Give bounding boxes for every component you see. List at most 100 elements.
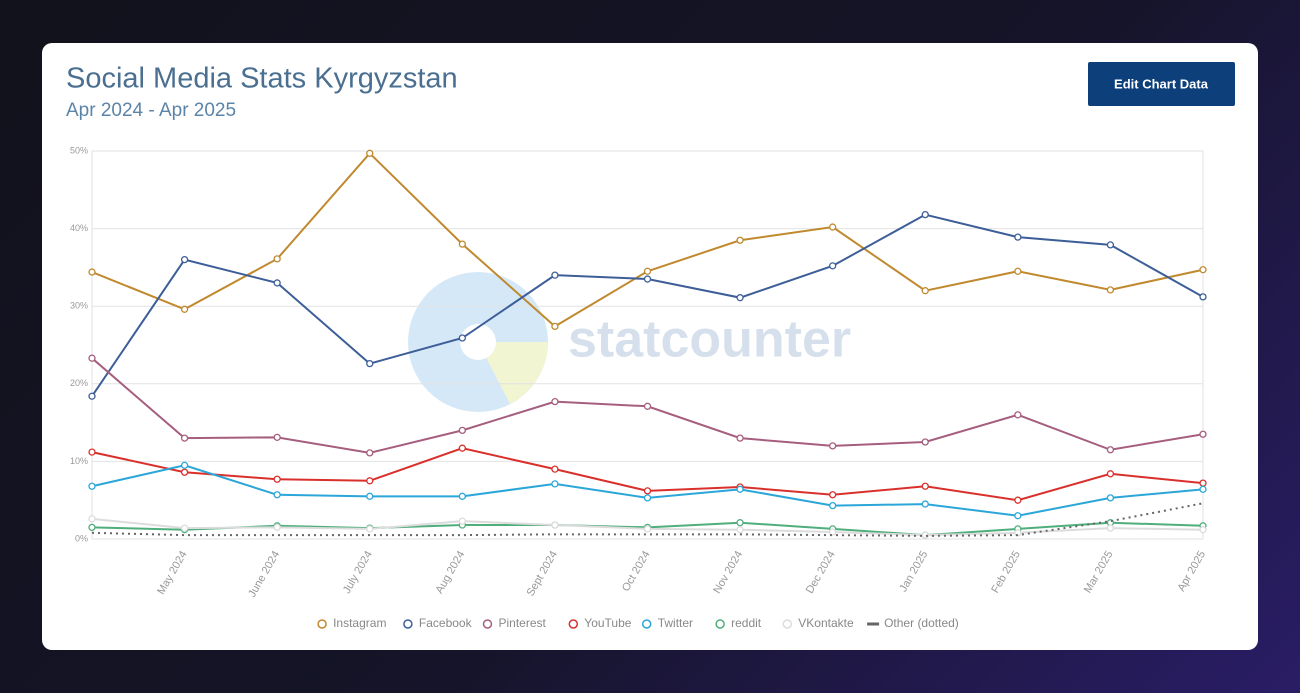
data-point bbox=[829, 501, 837, 510]
subtitle: Apr 2024 - Apr 2025 bbox=[66, 100, 236, 121]
legend-label: Twitter bbox=[658, 616, 693, 630]
data-point bbox=[1199, 266, 1207, 274]
title: Social Media Stats Kyrgyzstan bbox=[66, 63, 458, 95]
card bbox=[42, 43, 1258, 650]
data-point bbox=[1106, 241, 1115, 249]
data-point bbox=[458, 334, 466, 342]
data-point bbox=[1014, 411, 1022, 419]
data-point bbox=[643, 487, 652, 495]
data-point bbox=[458, 517, 466, 525]
data-point bbox=[88, 268, 96, 276]
data-point bbox=[829, 528, 837, 536]
data-point bbox=[180, 255, 189, 264]
data-point bbox=[88, 482, 96, 490]
data-point bbox=[1199, 293, 1207, 301]
data-point bbox=[1199, 430, 1207, 438]
data-point bbox=[273, 491, 281, 499]
y-tick-label: 50% bbox=[70, 145, 88, 155]
legend-label: Facebook bbox=[419, 616, 473, 630]
data-point bbox=[180, 468, 189, 476]
data-point bbox=[1014, 233, 1022, 241]
data-point bbox=[1014, 496, 1022, 504]
data-point bbox=[88, 515, 96, 523]
edit-button-label[interactable]: Edit Chart Data bbox=[1114, 76, 1209, 91]
data-point bbox=[88, 392, 96, 400]
data-point bbox=[366, 359, 374, 368]
data-point bbox=[829, 223, 837, 231]
data-point bbox=[88, 523, 96, 532]
legend-label: reddit bbox=[731, 616, 762, 630]
legend-marker bbox=[403, 619, 413, 629]
y-tick-label: 30% bbox=[70, 301, 88, 311]
data-point bbox=[736, 519, 744, 527]
legend-marker bbox=[482, 619, 493, 629]
data-point bbox=[921, 210, 929, 219]
y-tick-label: 20% bbox=[70, 378, 88, 388]
data-point bbox=[180, 461, 189, 469]
data-point bbox=[1014, 512, 1022, 520]
data-point bbox=[180, 305, 189, 313]
legend-marker bbox=[715, 619, 725, 629]
data-point bbox=[736, 236, 744, 244]
legend-marker bbox=[641, 619, 652, 629]
series-line bbox=[91, 502, 1204, 537]
data-point bbox=[829, 262, 837, 270]
data-point bbox=[366, 477, 374, 485]
data-point bbox=[736, 434, 744, 442]
data-point bbox=[366, 449, 374, 457]
data-point bbox=[88, 448, 96, 456]
data-point bbox=[1014, 267, 1022, 275]
data-point bbox=[736, 526, 744, 534]
data-point bbox=[551, 322, 559, 331]
y-tick-label: 0% bbox=[75, 533, 88, 543]
data-point bbox=[643, 275, 652, 283]
data-point bbox=[1199, 526, 1207, 534]
legend-marker bbox=[317, 619, 327, 629]
data-point bbox=[829, 491, 837, 499]
watermark: statcounter bbox=[568, 311, 851, 369]
watermark-logo bbox=[408, 272, 548, 412]
data-point bbox=[1199, 479, 1207, 487]
data-point bbox=[458, 444, 466, 452]
data-point bbox=[551, 465, 559, 473]
data-point bbox=[551, 480, 559, 488]
data-point bbox=[643, 267, 652, 275]
legend-label: YouTube bbox=[584, 616, 631, 630]
data-point bbox=[921, 287, 929, 295]
data-point bbox=[1106, 524, 1115, 532]
legend-marker bbox=[782, 619, 793, 629]
data-point bbox=[273, 523, 281, 532]
data-point bbox=[273, 279, 281, 287]
data-point bbox=[921, 500, 929, 508]
data-point bbox=[1199, 485, 1207, 493]
data-point bbox=[273, 475, 281, 483]
data-point bbox=[921, 438, 929, 446]
data-point bbox=[366, 149, 374, 157]
data-point bbox=[1106, 470, 1115, 478]
data-point bbox=[366, 525, 374, 533]
data-point bbox=[1106, 494, 1115, 502]
data-point bbox=[273, 433, 281, 441]
y-tick-label: 10% bbox=[70, 456, 88, 466]
data-point bbox=[366, 492, 374, 500]
data-point bbox=[736, 294, 744, 302]
data-point bbox=[1106, 446, 1115, 454]
legend-label: Instagram bbox=[333, 616, 386, 630]
data-point bbox=[1106, 286, 1115, 294]
data-point bbox=[551, 271, 559, 279]
data-point bbox=[551, 521, 559, 529]
legend-label: Other (dotted) bbox=[884, 616, 959, 630]
data-point bbox=[643, 402, 652, 410]
data-point bbox=[458, 426, 466, 435]
legend-label: VKontakte bbox=[798, 616, 854, 630]
edit-button[interactable] bbox=[1088, 62, 1235, 106]
legend-marker bbox=[568, 619, 579, 629]
data-point bbox=[458, 240, 466, 248]
data-point bbox=[180, 524, 189, 532]
data-point bbox=[458, 492, 466, 500]
data-point bbox=[273, 255, 281, 263]
data-point bbox=[736, 485, 744, 493]
legend-label: Pinterest bbox=[499, 616, 547, 630]
data-point bbox=[643, 494, 652, 502]
